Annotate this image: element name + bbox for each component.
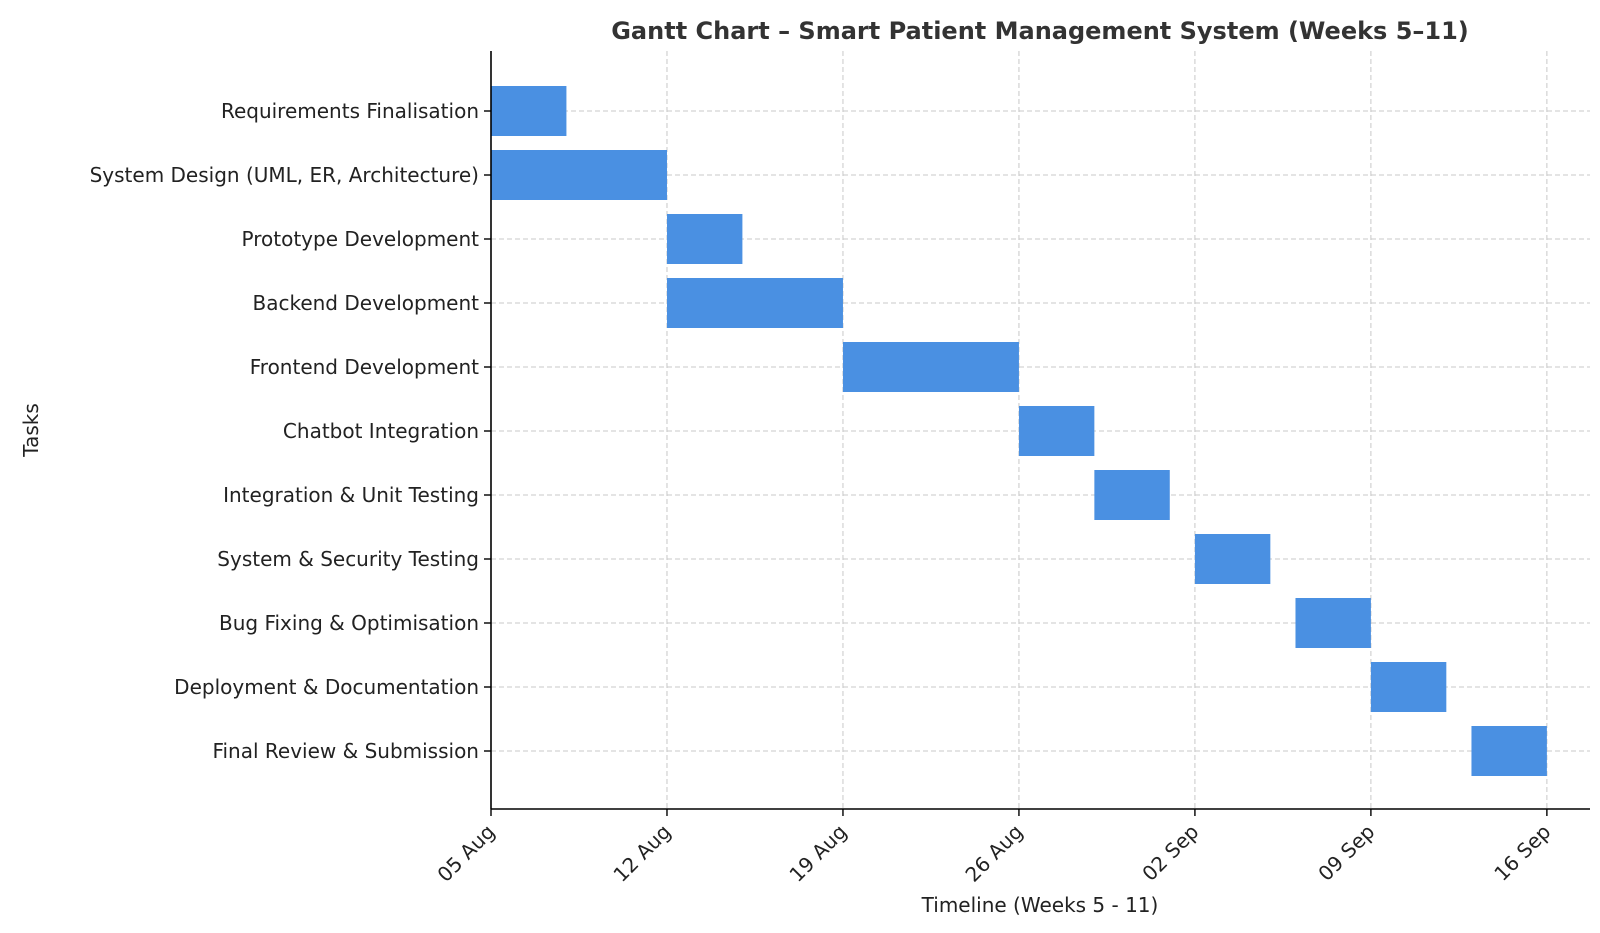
task-bar [842,342,1019,392]
task-labels: Requirements Finalisation System Design (… [90,99,491,763]
task-bars [491,86,1547,776]
task-label: Chatbot Integration [283,419,479,443]
x-tick-label: 19 Aug [784,820,851,887]
task-label: Backend Development [252,291,479,315]
task-bar [1094,470,1170,520]
task-bar [666,278,843,328]
task-label: System Design (UML, ER, Architecture) [90,163,479,187]
task-bar [1018,406,1095,456]
task-label: Prototype Development [242,227,480,251]
task-bar [491,150,667,200]
x-tick-labels: 05 Aug 12 Aug 19 Aug 26 Aug 02 Sep 09 Sep 16 S… [432,809,1555,887]
chart-title: Gantt Chart – Smart Patient Management S… [611,17,1469,45]
task-label: Deployment & Documentation [174,675,479,699]
x-tick-label: 26 Aug [960,820,1027,887]
x-tick-label: 16 Sep [1489,820,1555,886]
x-tick-label: 09 Sep [1313,820,1379,886]
task-bar [1194,534,1271,584]
task-bar [491,86,567,136]
task-bar [1471,726,1547,776]
x-tick-label: 02 Sep [1137,820,1203,886]
axes [490,51,1590,810]
task-label: Requirements Finalisation [221,99,479,123]
task-label: Bug Fixing & Optimisation [219,611,479,635]
task-label: Integration & Unit Testing [223,483,479,507]
task-label: Frontend Development [250,355,479,379]
task-bar [666,214,743,264]
task-bar [1370,662,1447,712]
task-bar [1295,598,1371,648]
task-label: System & Security Testing [217,547,479,571]
x-tick-label: 12 Aug [608,820,675,887]
y-axis-label: Tasks [19,403,43,458]
task-label: Final Review & Submission [212,739,479,763]
x-axis-label: Timeline (Weeks 5 - 11) [921,893,1159,917]
x-tick-label: 05 Aug [432,820,499,887]
